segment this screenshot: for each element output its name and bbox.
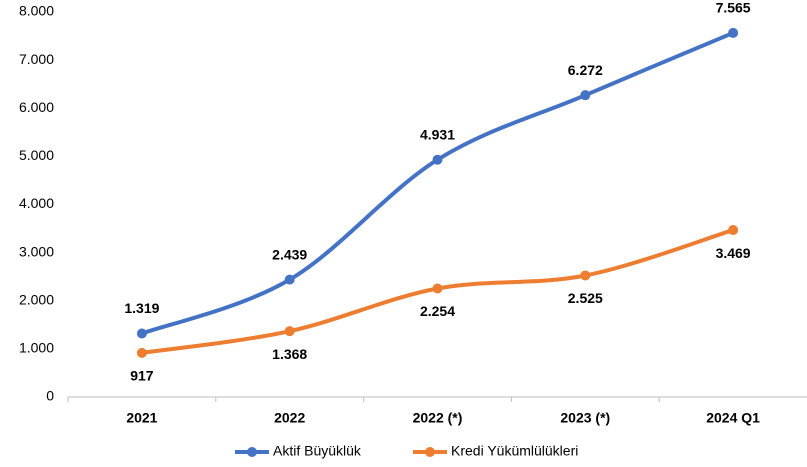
y-tick-label: 2.000: [19, 291, 54, 307]
y-tick-label: 4.000: [19, 195, 54, 211]
x-tick-label: 2022 (*): [413, 410, 463, 426]
data-label: 2.439: [272, 246, 307, 262]
data-label: 1.319: [124, 300, 159, 316]
data-label: 3.469: [716, 245, 751, 261]
x-tick-label: 2022: [274, 410, 305, 426]
y-tick-label: 0: [46, 388, 54, 404]
data-label: 2.525: [568, 290, 603, 306]
point: [728, 225, 739, 236]
y-tick-label: 7.000: [19, 51, 54, 67]
legend-marker: [247, 447, 257, 457]
point: [580, 90, 591, 101]
data-label: 1.368: [272, 346, 307, 362]
point: [136, 347, 147, 358]
point: [284, 326, 295, 337]
y-tick-label: 1.000: [19, 340, 54, 356]
legend-marker: [425, 447, 435, 457]
point: [136, 328, 147, 339]
y-tick-label: 8.000: [19, 3, 54, 19]
point: [432, 154, 443, 165]
legend-label: Kredi Yükümlülükleri: [451, 443, 578, 459]
point: [728, 27, 739, 38]
x-tick-label: 2021: [126, 410, 157, 426]
point: [284, 274, 295, 285]
x-tick-label: 2024 Q1: [706, 410, 760, 426]
y-tick-label: 5.000: [19, 147, 54, 163]
data-label: 917: [130, 368, 154, 384]
y-tick-label: 3.000: [19, 243, 54, 259]
data-label: 4.931: [420, 126, 455, 142]
y-tick-label: 6.000: [19, 99, 54, 115]
data-label: 2.254: [420, 303, 455, 319]
data-label: 6.272: [568, 62, 603, 78]
point: [580, 270, 591, 281]
point: [432, 283, 443, 294]
legend-label: Aktif Büyüklük: [273, 443, 362, 459]
data-label: 7.565: [716, 0, 751, 16]
x-tick-label: 2023 (*): [560, 410, 610, 426]
